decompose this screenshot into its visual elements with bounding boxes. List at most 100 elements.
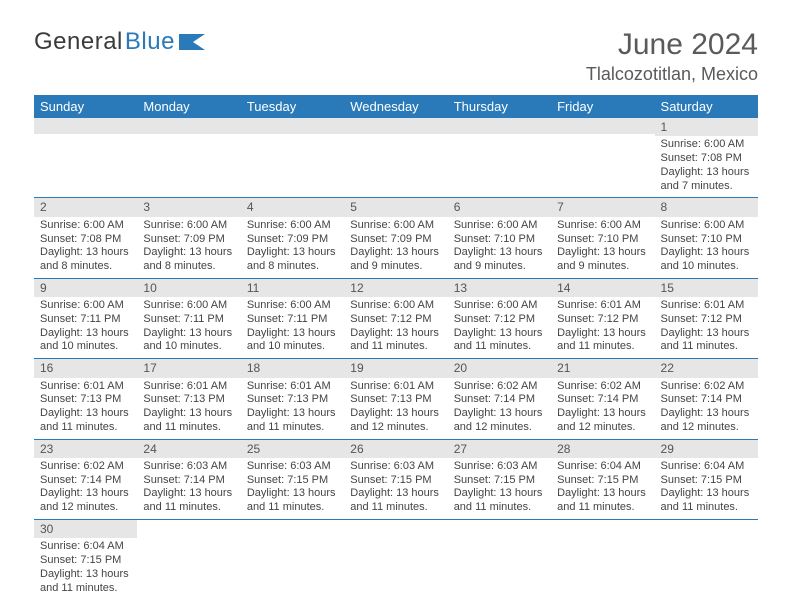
empty-cell bbox=[448, 118, 551, 198]
day-cell: 11Sunrise: 6:00 AMSunset: 7:11 PMDayligh… bbox=[241, 278, 344, 358]
col-friday: Friday bbox=[551, 95, 654, 118]
day-details: Sunrise: 6:01 AMSunset: 7:12 PMDaylight:… bbox=[551, 297, 654, 358]
logo: GeneralBlue bbox=[34, 28, 207, 56]
empty-cell bbox=[655, 519, 758, 599]
logo-flag-icon bbox=[179, 32, 207, 52]
day-details: Sunrise: 6:02 AMSunset: 7:14 PMDaylight:… bbox=[551, 378, 654, 439]
logo-text-general: General bbox=[34, 28, 123, 56]
day-cell: 6Sunrise: 6:00 AMSunset: 7:10 PMDaylight… bbox=[448, 198, 551, 278]
day-cell: 30Sunrise: 6:04 AMSunset: 7:15 PMDayligh… bbox=[34, 519, 137, 599]
day-cell: 28Sunrise: 6:04 AMSunset: 7:15 PMDayligh… bbox=[551, 439, 654, 519]
day-cell: 27Sunrise: 6:03 AMSunset: 7:15 PMDayligh… bbox=[448, 439, 551, 519]
day-number: 10 bbox=[137, 279, 240, 297]
day-details: Sunrise: 6:01 AMSunset: 7:13 PMDaylight:… bbox=[137, 378, 240, 439]
day-cell: 10Sunrise: 6:00 AMSunset: 7:11 PMDayligh… bbox=[137, 278, 240, 358]
day-number: 11 bbox=[241, 279, 344, 297]
day-details: Sunrise: 6:00 AMSunset: 7:10 PMDaylight:… bbox=[655, 217, 758, 278]
empty-cell bbox=[137, 519, 240, 599]
col-wednesday: Wednesday bbox=[344, 95, 447, 118]
day-details: Sunrise: 6:01 AMSunset: 7:13 PMDaylight:… bbox=[34, 378, 137, 439]
day-details: Sunrise: 6:01 AMSunset: 7:13 PMDaylight:… bbox=[344, 378, 447, 439]
calendar-row: 30Sunrise: 6:04 AMSunset: 7:15 PMDayligh… bbox=[34, 519, 758, 599]
day-cell: 20Sunrise: 6:02 AMSunset: 7:14 PMDayligh… bbox=[448, 359, 551, 439]
calendar-row: 1Sunrise: 6:00 AMSunset: 7:08 PMDaylight… bbox=[34, 118, 758, 198]
calendar-body: 1Sunrise: 6:00 AMSunset: 7:08 PMDaylight… bbox=[34, 118, 758, 599]
day-details: Sunrise: 6:04 AMSunset: 7:15 PMDaylight:… bbox=[34, 538, 137, 599]
calendar-row: 16Sunrise: 6:01 AMSunset: 7:13 PMDayligh… bbox=[34, 359, 758, 439]
day-cell: 2Sunrise: 6:00 AMSunset: 7:08 PMDaylight… bbox=[34, 198, 137, 278]
calendar-row: 9Sunrise: 6:00 AMSunset: 7:11 PMDaylight… bbox=[34, 278, 758, 358]
day-cell: 1Sunrise: 6:00 AMSunset: 7:08 PMDaylight… bbox=[655, 118, 758, 198]
empty-cell bbox=[241, 519, 344, 599]
day-cell: 15Sunrise: 6:01 AMSunset: 7:12 PMDayligh… bbox=[655, 278, 758, 358]
empty-cell bbox=[344, 118, 447, 198]
header-bar: GeneralBlue June 2024 Tlalcozotitlan, Me… bbox=[34, 28, 758, 85]
day-details: Sunrise: 6:01 AMSunset: 7:13 PMDaylight:… bbox=[241, 378, 344, 439]
day-details: Sunrise: 6:03 AMSunset: 7:14 PMDaylight:… bbox=[137, 458, 240, 519]
day-details: Sunrise: 6:00 AMSunset: 7:12 PMDaylight:… bbox=[448, 297, 551, 358]
day-details: Sunrise: 6:03 AMSunset: 7:15 PMDaylight:… bbox=[344, 458, 447, 519]
day-cell: 12Sunrise: 6:00 AMSunset: 7:12 PMDayligh… bbox=[344, 278, 447, 358]
day-number: 5 bbox=[344, 198, 447, 216]
day-details: Sunrise: 6:00 AMSunset: 7:09 PMDaylight:… bbox=[137, 217, 240, 278]
day-details: Sunrise: 6:00 AMSunset: 7:09 PMDaylight:… bbox=[344, 217, 447, 278]
day-number: 21 bbox=[551, 359, 654, 377]
col-monday: Monday bbox=[137, 95, 240, 118]
day-details: Sunrise: 6:00 AMSunset: 7:09 PMDaylight:… bbox=[241, 217, 344, 278]
title-block: June 2024 Tlalcozotitlan, Mexico bbox=[586, 28, 758, 85]
day-cell: 5Sunrise: 6:00 AMSunset: 7:09 PMDaylight… bbox=[344, 198, 447, 278]
day-cell: 22Sunrise: 6:02 AMSunset: 7:14 PMDayligh… bbox=[655, 359, 758, 439]
calendar-table: Sunday Monday Tuesday Wednesday Thursday… bbox=[34, 95, 758, 599]
day-cell: 18Sunrise: 6:01 AMSunset: 7:13 PMDayligh… bbox=[241, 359, 344, 439]
day-number: 27 bbox=[448, 440, 551, 458]
logo-text-blue: Blue bbox=[125, 28, 175, 56]
day-details: Sunrise: 6:04 AMSunset: 7:15 PMDaylight:… bbox=[655, 458, 758, 519]
day-details: Sunrise: 6:02 AMSunset: 7:14 PMDaylight:… bbox=[34, 458, 137, 519]
day-cell: 8Sunrise: 6:00 AMSunset: 7:10 PMDaylight… bbox=[655, 198, 758, 278]
day-number: 19 bbox=[344, 359, 447, 377]
day-details: Sunrise: 6:01 AMSunset: 7:12 PMDaylight:… bbox=[655, 297, 758, 358]
empty-cell bbox=[551, 118, 654, 198]
day-cell: 24Sunrise: 6:03 AMSunset: 7:14 PMDayligh… bbox=[137, 439, 240, 519]
day-cell: 17Sunrise: 6:01 AMSunset: 7:13 PMDayligh… bbox=[137, 359, 240, 439]
day-number: 7 bbox=[551, 198, 654, 216]
day-cell: 19Sunrise: 6:01 AMSunset: 7:13 PMDayligh… bbox=[344, 359, 447, 439]
day-number: 14 bbox=[551, 279, 654, 297]
day-details: Sunrise: 6:04 AMSunset: 7:15 PMDaylight:… bbox=[551, 458, 654, 519]
day-details: Sunrise: 6:03 AMSunset: 7:15 PMDaylight:… bbox=[448, 458, 551, 519]
day-details: Sunrise: 6:00 AMSunset: 7:10 PMDaylight:… bbox=[448, 217, 551, 278]
day-number: 29 bbox=[655, 440, 758, 458]
empty-cell bbox=[241, 118, 344, 198]
empty-cell bbox=[551, 519, 654, 599]
empty-cell bbox=[34, 118, 137, 198]
day-details: Sunrise: 6:00 AMSunset: 7:10 PMDaylight:… bbox=[551, 217, 654, 278]
day-details: Sunrise: 6:00 AMSunset: 7:08 PMDaylight:… bbox=[34, 217, 137, 278]
day-number: 22 bbox=[655, 359, 758, 377]
day-cell: 23Sunrise: 6:02 AMSunset: 7:14 PMDayligh… bbox=[34, 439, 137, 519]
day-details: Sunrise: 6:00 AMSunset: 7:11 PMDaylight:… bbox=[241, 297, 344, 358]
col-thursday: Thursday bbox=[448, 95, 551, 118]
col-saturday: Saturday bbox=[655, 95, 758, 118]
day-details: Sunrise: 6:03 AMSunset: 7:15 PMDaylight:… bbox=[241, 458, 344, 519]
empty-cell bbox=[137, 118, 240, 198]
day-cell: 29Sunrise: 6:04 AMSunset: 7:15 PMDayligh… bbox=[655, 439, 758, 519]
day-number: 18 bbox=[241, 359, 344, 377]
day-number: 13 bbox=[448, 279, 551, 297]
day-number: 28 bbox=[551, 440, 654, 458]
empty-cell bbox=[448, 519, 551, 599]
day-cell: 16Sunrise: 6:01 AMSunset: 7:13 PMDayligh… bbox=[34, 359, 137, 439]
day-details: Sunrise: 6:00 AMSunset: 7:11 PMDaylight:… bbox=[137, 297, 240, 358]
day-details: Sunrise: 6:00 AMSunset: 7:08 PMDaylight:… bbox=[655, 136, 758, 197]
col-tuesday: Tuesday bbox=[241, 95, 344, 118]
day-cell: 9Sunrise: 6:00 AMSunset: 7:11 PMDaylight… bbox=[34, 278, 137, 358]
day-number: 25 bbox=[241, 440, 344, 458]
day-number: 12 bbox=[344, 279, 447, 297]
day-number: 17 bbox=[137, 359, 240, 377]
month-title: June 2024 bbox=[586, 28, 758, 62]
day-number: 15 bbox=[655, 279, 758, 297]
day-number: 6 bbox=[448, 198, 551, 216]
day-number: 8 bbox=[655, 198, 758, 216]
calendar-row: 23Sunrise: 6:02 AMSunset: 7:14 PMDayligh… bbox=[34, 439, 758, 519]
day-number: 26 bbox=[344, 440, 447, 458]
day-cell: 26Sunrise: 6:03 AMSunset: 7:15 PMDayligh… bbox=[344, 439, 447, 519]
